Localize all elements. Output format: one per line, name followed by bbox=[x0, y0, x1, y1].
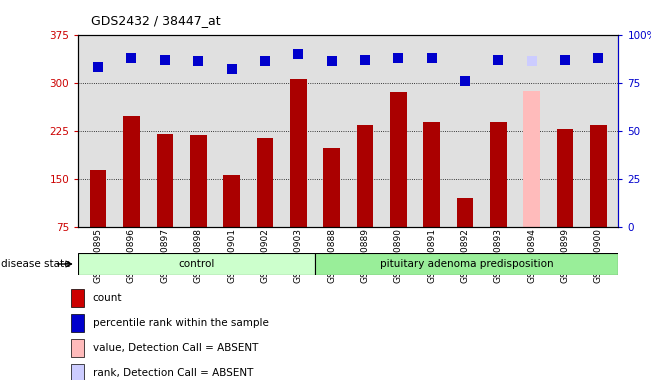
Text: GDS2432 / 38447_at: GDS2432 / 38447_at bbox=[91, 14, 221, 27]
Text: disease state: disease state bbox=[1, 259, 70, 269]
Bar bbox=[423, 122, 440, 227]
Point bbox=[227, 66, 237, 72]
Bar bbox=[290, 79, 307, 227]
Bar bbox=[357, 126, 373, 227]
Bar bbox=[190, 135, 206, 227]
Bar bbox=[523, 91, 540, 227]
Text: rank, Detection Call = ABSENT: rank, Detection Call = ABSENT bbox=[92, 368, 253, 378]
Point bbox=[93, 64, 104, 70]
Point bbox=[326, 58, 337, 65]
Bar bbox=[256, 138, 273, 227]
Point bbox=[527, 58, 537, 65]
Bar bbox=[223, 175, 240, 227]
Point bbox=[159, 56, 170, 63]
Bar bbox=[156, 134, 173, 227]
Point bbox=[126, 55, 137, 61]
Bar bbox=[557, 129, 574, 227]
Text: percentile rank within the sample: percentile rank within the sample bbox=[92, 318, 269, 328]
Bar bbox=[78, 253, 314, 275]
Point bbox=[493, 56, 504, 63]
Point bbox=[460, 78, 470, 84]
Bar bbox=[70, 289, 85, 307]
Text: pituitary adenoma predisposition: pituitary adenoma predisposition bbox=[380, 259, 553, 269]
Bar bbox=[490, 122, 506, 227]
Bar bbox=[457, 198, 473, 227]
Point bbox=[193, 58, 203, 65]
Bar bbox=[70, 364, 85, 382]
Text: count: count bbox=[92, 293, 122, 303]
Bar bbox=[390, 92, 407, 227]
Point bbox=[426, 55, 437, 61]
Text: control: control bbox=[178, 259, 215, 269]
Bar bbox=[314, 253, 618, 275]
Bar bbox=[90, 170, 107, 227]
Point bbox=[593, 55, 603, 61]
Point bbox=[560, 56, 570, 63]
Bar bbox=[123, 116, 140, 227]
Bar bbox=[324, 149, 340, 227]
Point bbox=[293, 51, 303, 57]
Point bbox=[260, 58, 270, 65]
Bar bbox=[590, 126, 607, 227]
Bar bbox=[70, 314, 85, 332]
Point bbox=[360, 56, 370, 63]
Point bbox=[393, 55, 404, 61]
Bar bbox=[70, 339, 85, 357]
Text: value, Detection Call = ABSENT: value, Detection Call = ABSENT bbox=[92, 343, 258, 353]
